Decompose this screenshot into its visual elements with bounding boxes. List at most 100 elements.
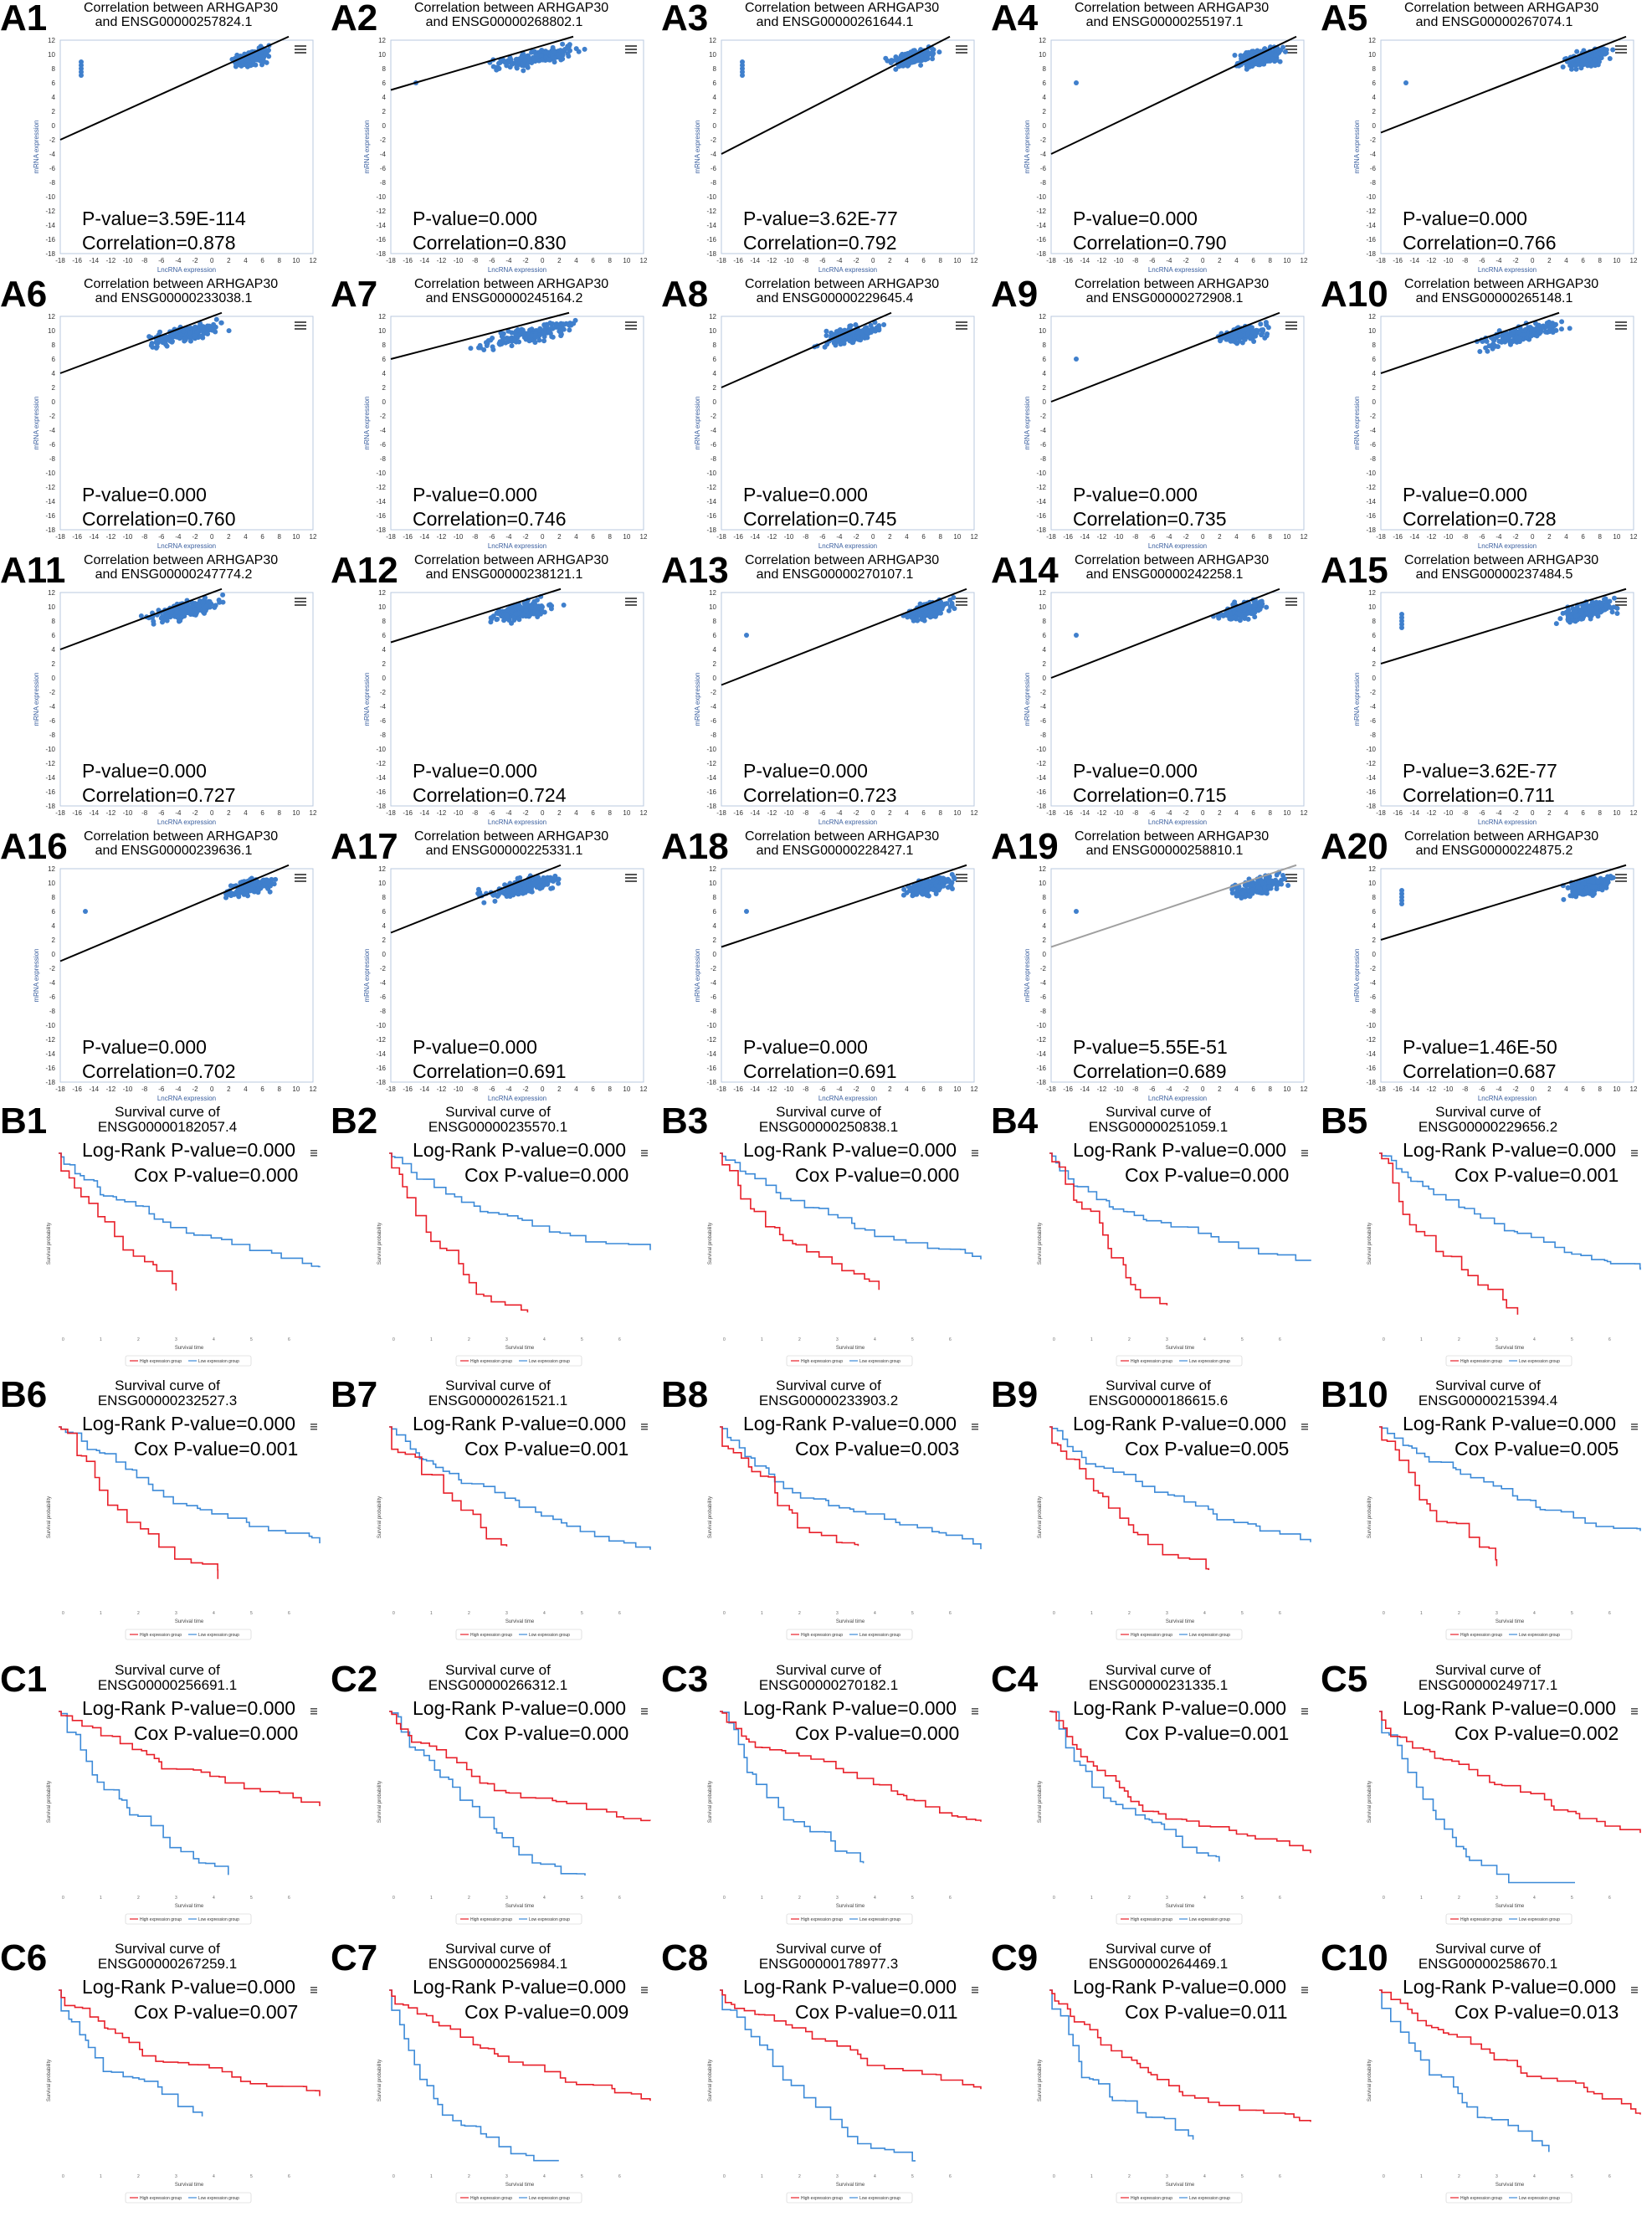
x-tick-label: 8 [608, 1085, 613, 1093]
x-tick-label: 6 [288, 1611, 290, 1616]
menu-icon[interactable] [310, 1150, 317, 1157]
menu-icon[interactable] [1285, 45, 1297, 54]
legend-low-label: Low expression group [198, 1917, 239, 1922]
title-line-1: Survival curve of [115, 1378, 220, 1393]
x-axis-label: Survival time [836, 1619, 865, 1624]
y-tick-label: 0 [1372, 675, 1377, 682]
menu-icon[interactable] [641, 1424, 648, 1430]
x-tick-label: 0 [541, 1085, 545, 1093]
title-line-1: Correlation between ARHGAP30 [84, 277, 279, 291]
x-tick-label: 12 [640, 1085, 648, 1093]
scatter-plot: 12 10 8 6 4 2 0 -2 -4 -6 -8 -10 -12 -14 -16 -18-18 -16 -1… [363, 588, 648, 826]
correlation-text: Correlation=0.792 [743, 232, 897, 254]
title-line-1: Correlation between ARHGAP30 [1404, 1, 1599, 15]
menu-icon[interactable] [641, 1150, 648, 1157]
x-tick-label: -4 [505, 1085, 512, 1093]
title-line-2: and ENSG00000229645.4 [756, 290, 914, 305]
x-tick-label: 6 [288, 1337, 290, 1342]
menu-icon[interactable] [295, 45, 306, 54]
menu-icon[interactable] [956, 598, 967, 606]
y-tick-label: -16 [45, 788, 55, 796]
y-tick-label: -2 [711, 965, 717, 972]
x-tick-label: 5 [911, 1611, 914, 1616]
plot-frame [721, 868, 975, 1083]
y-tick-label: -16 [1366, 788, 1376, 796]
plot-frame [1380, 868, 1634, 1083]
x-tick-label: 6 [260, 809, 264, 817]
menu-icon[interactable] [1301, 1424, 1308, 1430]
menu-icon[interactable] [1285, 321, 1297, 330]
menu-icon[interactable] [1615, 45, 1627, 54]
y-tick-label: 2 [1043, 660, 1047, 668]
menu-icon[interactable] [625, 321, 637, 330]
x-tick-label: -16 [72, 533, 82, 541]
menu-icon[interactable] [972, 1150, 978, 1157]
correlation-panel-A17: A17 Correlation between ARHGAP30 and ENSG0… [331, 829, 657, 1103]
y-axis-label: mRNA expression [1024, 396, 1031, 449]
y-tick-label: -8 [711, 1008, 717, 1015]
y-tick-label: -12 [1366, 484, 1376, 491]
panel-label: A10 [1321, 274, 1388, 315]
menu-icon[interactable] [641, 1708, 648, 1715]
x-tick-label: 8 [939, 533, 943, 541]
low-expression-curve [1049, 1989, 1194, 2140]
menu-icon[interactable] [310, 1424, 317, 1430]
y-tick-label: -4 [1370, 703, 1377, 711]
menu-icon[interactable] [1285, 874, 1297, 882]
title-line-2: ENSG00000233903.2 [758, 1392, 899, 1408]
y-tick-label: -6 [1370, 165, 1377, 172]
x-tick-label: 2 [888, 257, 892, 264]
y-tick-label: -4 [711, 703, 717, 711]
menu-icon[interactable] [625, 45, 637, 54]
menu-icon[interactable] [1631, 1150, 1638, 1157]
menu-icon[interactable] [1615, 874, 1627, 882]
menu-icon[interactable] [295, 598, 306, 606]
x-tick-label: 1 [1420, 1896, 1423, 1901]
x-axis-label: LncRNA expression [1148, 266, 1207, 274]
y-tick-label: -6 [711, 165, 717, 172]
menu-icon[interactable] [972, 1987, 978, 1993]
p-value-text: P-value=0.000 [743, 1036, 868, 1058]
legend-high-label: High expression group [140, 2196, 182, 2201]
menu-icon[interactable] [972, 1424, 978, 1430]
y-tick-label: 8 [1043, 65, 1047, 73]
menu-icon[interactable] [310, 1987, 317, 1993]
menu-icon[interactable] [1631, 1424, 1638, 1430]
menu-icon[interactable] [956, 45, 967, 54]
x-tick-label: -8 [1462, 257, 1469, 264]
menu-icon[interactable] [972, 1708, 978, 1715]
y-tick-label: -18 [1036, 803, 1046, 810]
x-tick-label: 4 [1234, 257, 1239, 264]
correlation-panel-A3: A3 Correlation between ARHGAP30 and ENSG00… [661, 0, 988, 274]
menu-icon[interactable] [1615, 598, 1627, 606]
menu-icon[interactable] [641, 1987, 648, 1993]
menu-icon[interactable] [1631, 1987, 1638, 1993]
y-tick-label: 0 [1043, 675, 1047, 682]
x-tick-label: 12 [971, 533, 978, 541]
menu-icon[interactable] [295, 874, 306, 882]
menu-icon[interactable] [625, 598, 637, 606]
menu-icon[interactable] [310, 1708, 317, 1715]
menu-icon[interactable] [295, 321, 306, 330]
menu-icon[interactable] [956, 321, 967, 330]
y-axis-label: Survival probability [708, 2060, 713, 2101]
y-tick-label: -10 [1366, 469, 1376, 477]
x-tick-label: 12 [640, 533, 648, 541]
menu-icon[interactable] [1631, 1708, 1638, 1715]
menu-icon[interactable] [1615, 321, 1627, 330]
menu-icon[interactable] [956, 874, 967, 882]
scatter-plot: 12 10 8 6 4 2 0 -2 -4 -6 -8 -10 -12 -14 -16 -18-18 -16 -1… [363, 311, 648, 550]
low-expression-curve [59, 1426, 321, 1544]
x-tick-label: 5 [1571, 1337, 1573, 1342]
scatter-plot: 12 10 8 6 4 2 0 -2 -4 -6 -8 -10 -12 -14 -16 -18-18 -16 -1… [363, 864, 648, 1102]
x-tick-label: 10 [1283, 533, 1290, 541]
menu-icon[interactable] [625, 874, 637, 882]
low-expression-curve [389, 1152, 651, 1250]
x-tick-label: -4 [1166, 809, 1172, 817]
panel-title: Survival curve of ENSG00000229656.2 [1404, 1105, 1572, 1135]
title-line-1: Survival curve of [1435, 1378, 1541, 1393]
menu-icon[interactable] [1301, 1708, 1308, 1715]
menu-icon[interactable] [1301, 1150, 1308, 1157]
menu-icon[interactable] [1285, 598, 1297, 606]
menu-icon[interactable] [1301, 1987, 1308, 1993]
